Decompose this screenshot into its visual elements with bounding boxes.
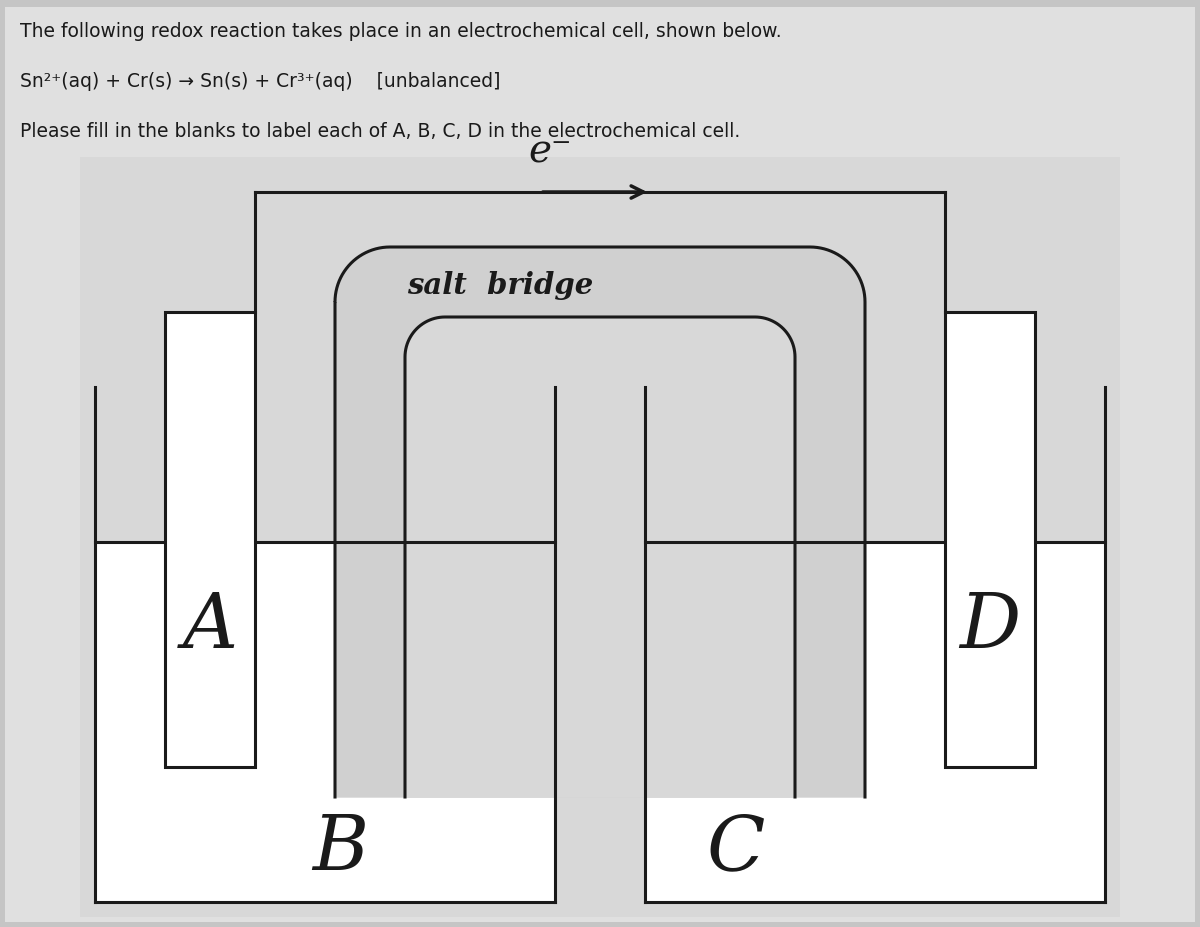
Bar: [80, 157, 1120, 917]
Text: The following redox reaction takes place in an electrochemical cell, shown below: The following redox reaction takes place…: [20, 22, 781, 41]
Bar: [95, 542, 554, 902]
Bar: [946, 312, 1034, 767]
Polygon shape: [406, 317, 796, 797]
Text: C: C: [706, 812, 764, 886]
Bar: [646, 387, 1105, 542]
Bar: [95, 387, 554, 542]
Polygon shape: [335, 247, 865, 797]
Bar: [166, 312, 256, 767]
Text: Sn²⁺(aq) + Cr(s) → Sn(s) + Cr³⁺(aq)    [unbalanced]: Sn²⁺(aq) + Cr(s) → Sn(s) + Cr³⁺(aq) [unb…: [20, 72, 500, 91]
Text: salt  bridge: salt bridge: [407, 271, 593, 299]
Text: Please fill in the blanks to label each of A, B, C, D in the electrochemical cel: Please fill in the blanks to label each …: [20, 122, 740, 141]
Text: D: D: [959, 590, 1021, 664]
Text: e⁻: e⁻: [528, 133, 571, 170]
Bar: [646, 542, 1105, 902]
Text: B: B: [312, 812, 368, 886]
Text: A: A: [182, 590, 238, 664]
